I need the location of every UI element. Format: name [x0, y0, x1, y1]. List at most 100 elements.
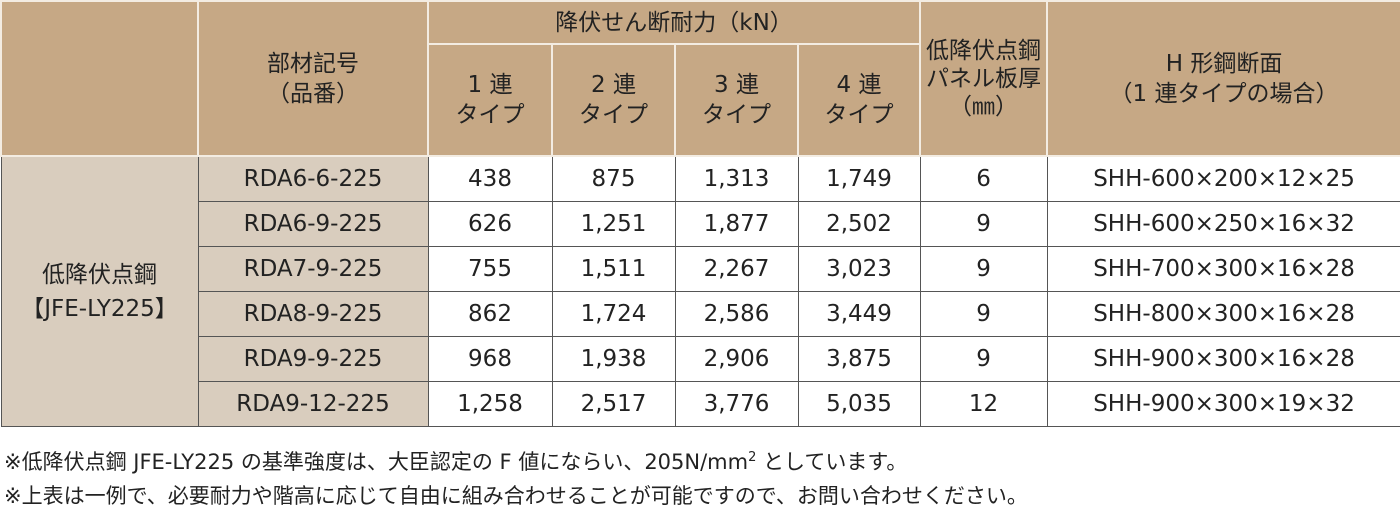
- note: ※低降伏点鋼 JFE-LY225 の基準強度は、大臣認定の F 値にならい、20…: [4, 446, 907, 476]
- cell-text: 1,511: [580, 256, 647, 282]
- table-cell: 1,511: [551, 246, 676, 292]
- cell-text: 875: [591, 166, 636, 192]
- material-text: 低降伏点鋼: [42, 261, 157, 288]
- table-cell: 3,023: [797, 246, 921, 292]
- table-cell: 862: [427, 291, 553, 337]
- header-cell: 2 連タイプ: [551, 43, 676, 157]
- cell-text: RDA8-9-225: [243, 301, 383, 327]
- table-cell: 2,502: [797, 201, 921, 247]
- header-row: 1 連タイプ 2 連タイプ 3 連タイプ 4 連タイプ: [1, 43, 1400, 157]
- cell-text: 9: [976, 256, 991, 282]
- table-cell: 1,877: [674, 201, 799, 247]
- cell-text: 9: [976, 346, 991, 372]
- header-cell: 1 連タイプ: [427, 43, 553, 157]
- table-cell: 1,258: [427, 381, 553, 427]
- table-cell: 9: [919, 336, 1048, 382]
- cell-text: SHH-900×300×16×28: [1093, 346, 1355, 372]
- header-text: （品番）: [267, 80, 359, 107]
- header-text: タイプ: [455, 102, 525, 128]
- cell-text: 968: [468, 346, 512, 372]
- cell-text: 862: [468, 301, 512, 327]
- cell-text: 5,035: [826, 391, 892, 417]
- cell-text: 1,258: [457, 391, 523, 417]
- cell-text: SHH-600×200×12×25: [1093, 166, 1355, 192]
- header-cell: 4 連タイプ: [796, 43, 922, 157]
- table-cell: 9: [919, 291, 1048, 337]
- table-cell: 5,035: [797, 381, 921, 427]
- table-cell: SHH-900×300×19×32: [1046, 381, 1400, 427]
- table-cell: SHH-800×300×16×28: [1046, 291, 1400, 337]
- table-row: RDA8-9-225 862 1,724 2,586 3,449 9 SHH-800×300…: [1, 291, 1400, 337]
- table-cell: 1,251: [551, 201, 676, 247]
- header-text: タイプ: [824, 102, 894, 128]
- note-superscript: 2: [748, 450, 757, 465]
- table-cell: 12: [919, 381, 1048, 427]
- header-text: パネル板厚: [926, 65, 1042, 92]
- table-cell: 755: [427, 246, 553, 292]
- material-text: 【JFE-LY225】: [21, 295, 178, 322]
- header-text: 1 連: [467, 72, 513, 98]
- cell-text: RDA6-9-225: [243, 211, 383, 237]
- table-cell: 1,724: [551, 291, 676, 337]
- header-cell: 降伏せん断耐力（kN）: [426, 0, 922, 45]
- member-code: RDA8-9-225: [197, 291, 429, 337]
- header-text: タイプ: [702, 102, 771, 128]
- table-cell: 3,875: [797, 336, 921, 382]
- header-text: H 形鋼断面: [1165, 50, 1283, 77]
- header-text: 低降伏点鋼: [926, 37, 1042, 64]
- table-cell: 1,313: [674, 155, 799, 202]
- note-text: ※上表は一例で、必要耐力や階高に応じて自由に組み合わせることが可能ですので、お問…: [4, 484, 1028, 508]
- cell-text: 1,938: [580, 346, 647, 372]
- header-text: 2 連: [591, 72, 636, 98]
- cell-text: SHH-900×300×19×32: [1093, 391, 1355, 417]
- cell-text: 1,313: [703, 166, 770, 192]
- table-cell: 9: [919, 246, 1048, 292]
- table-cell: 3,776: [674, 381, 799, 427]
- table-cell: SHH-900×300×16×28: [1046, 336, 1400, 382]
- cell-text: 2,267: [703, 256, 770, 282]
- cell-text: 6: [976, 166, 991, 192]
- spec-table: 部材記号 （品番） 降伏せん断耐力（kN） 低降伏点鋼 パネル板厚 （㎜） H 形鋼断面 （1…: [0, 0, 1400, 427]
- member-code: RDA6-6-225: [197, 155, 429, 202]
- table-cell: 2,586: [674, 291, 799, 337]
- header-cell: 低降伏点鋼 パネル板厚 （㎜）: [919, 0, 1049, 157]
- table-cell: 438: [427, 155, 553, 202]
- cell-text: 1,877: [703, 211, 770, 237]
- header-text: 4 連: [836, 72, 882, 98]
- header-cell: [0, 0, 199, 157]
- table-row: RDA7-9-225 755 1,511 2,267 3,023 9 SHH-700×300…: [1, 246, 1400, 292]
- cell-text: 2,906: [703, 346, 770, 372]
- table-cell: 1,749: [797, 155, 921, 202]
- cell-text: 3,776: [703, 391, 770, 417]
- header-text: （㎜）: [949, 93, 1019, 120]
- table-row: RDA6-9-225 626 1,251 1,877 2,502 9 SHH-600×250…: [1, 201, 1400, 247]
- cell-text: SHH-700×300×16×28: [1093, 256, 1355, 282]
- member-code: RDA9-12-225: [197, 381, 429, 427]
- note-text: ※低降伏点鋼 JFE-LY225 の基準強度は、大臣認定の F 値にならい、20…: [4, 450, 749, 474]
- cell-text: 9: [976, 211, 991, 237]
- cell-text: RDA7-9-225: [243, 256, 383, 282]
- member-code: RDA7-9-225: [197, 246, 429, 292]
- header-cell: 部材記号 （品番）: [197, 0, 429, 157]
- member-code: RDA6-9-225: [197, 201, 429, 247]
- cell-text: 2,517: [580, 391, 647, 417]
- header-text: 部材記号: [267, 50, 359, 77]
- cell-text: 12: [968, 391, 999, 417]
- cell-text: RDA9-12-225: [236, 391, 390, 417]
- table-cell: 968: [427, 336, 553, 382]
- cell-text: 1,724: [580, 301, 647, 327]
- table-cell: 9: [919, 201, 1048, 247]
- note-text: としています。: [756, 450, 908, 474]
- table-cell: 2,517: [551, 381, 676, 427]
- header-cell: H 形鋼断面 （1 連タイプの場合）: [1046, 0, 1400, 157]
- table-row: RDA9-12-225 1,258 2,517 3,776 5,035 12 SHH-900…: [1, 381, 1400, 427]
- table-row: RDA9-9-225 968 1,938 2,906 3,875 9 SHH-900×300…: [1, 336, 1400, 382]
- cell-text: SHH-800×300×16×28: [1093, 301, 1355, 327]
- member-code: RDA9-9-225: [197, 336, 429, 382]
- table-cell: 3,449: [797, 291, 921, 337]
- table-cell: 875: [551, 155, 676, 202]
- note: ※上表は一例で、必要耐力や階高に応じて自由に組み合わせることが可能ですので、お問…: [4, 480, 1028, 510]
- cell-text: 2,502: [826, 211, 892, 237]
- cell-text: 9: [976, 301, 991, 327]
